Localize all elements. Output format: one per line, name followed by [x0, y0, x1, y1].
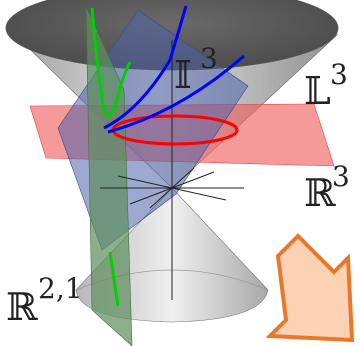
lightcone-letter: 𝕃 [304, 69, 331, 113]
lightcone-exponent: 3 [330, 58, 348, 91]
axis-line [149, 167, 195, 209]
blue-hyperbola-upper [103, 5, 188, 130]
orange-arrow [265, 233, 355, 343]
axes [100, 40, 244, 300]
euclidean-space-letter: ℝ [304, 171, 336, 215]
green-hyperbola-upper [90, 7, 132, 118]
label-lightcone: 𝕃 3 [304, 58, 348, 113]
arrow-shape [265, 233, 355, 343]
minkowski-space-letter: ℝ [6, 285, 38, 329]
label-euclidean-space: ℝ 3 [304, 160, 350, 215]
blue-hyperbola-lower [107, 54, 245, 134]
euclidean-space-exponent: 3 [332, 160, 350, 193]
minkowski-space-exponent: 2,1 [38, 272, 83, 305]
hyperbolic-space-letter: 𝕀 [174, 53, 192, 97]
green-hyperbola-lower [108, 251, 120, 307]
label-hyperbolic-space: 𝕀 3 [174, 42, 218, 97]
label-minkowski-space: ℝ 2,1 [6, 272, 83, 329]
hyperbolic-space-exponent: 3 [200, 42, 218, 75]
